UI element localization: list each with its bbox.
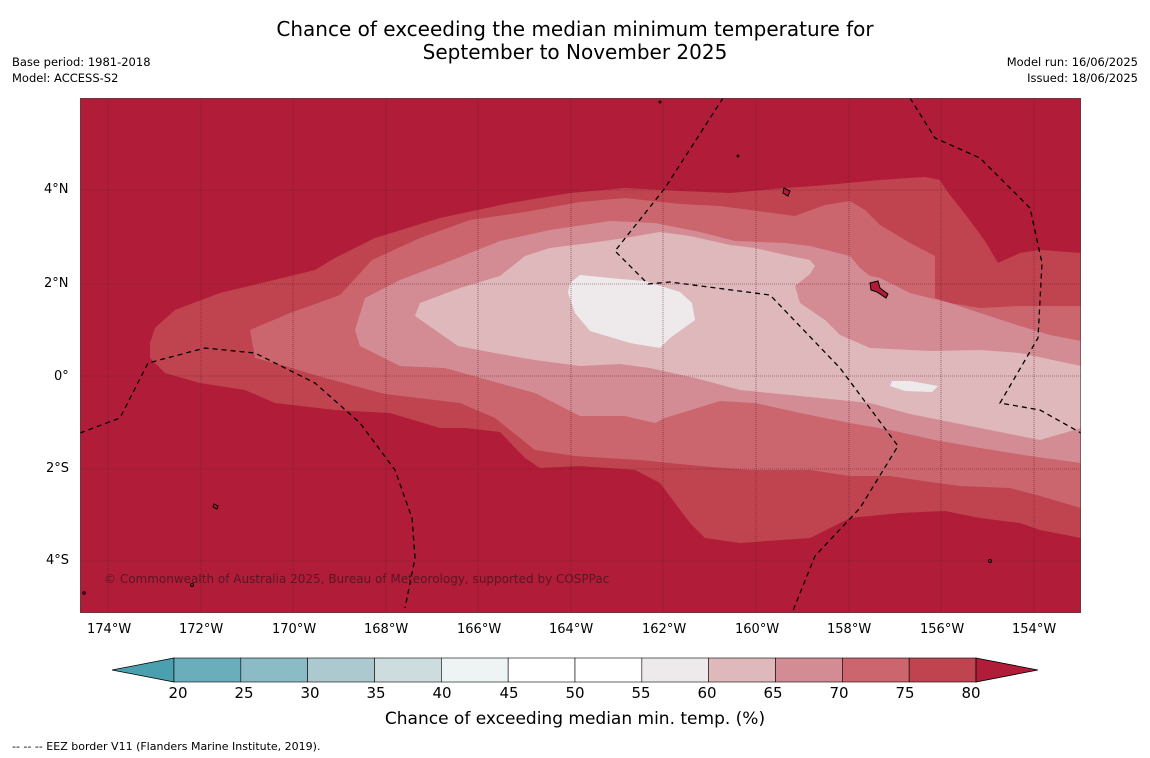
- lon-tick: 170°W: [272, 622, 317, 637]
- lat-tick: 4°S: [46, 553, 70, 568]
- island-small-1: [190, 583, 194, 587]
- issued-date: Issued: 18/06/2025: [1027, 71, 1138, 85]
- colorbar-label: 45: [499, 684, 519, 702]
- colorbar-title: Chance of exceeding median min. temp. (%…: [384, 709, 766, 729]
- colorbar-arrow-low: [112, 657, 175, 683]
- colorbar-label: 40: [432, 684, 452, 702]
- model-name: Model: ACCESS-S2: [12, 71, 119, 85]
- copyright-notice: © Commonwealth of Australia 2025, Bureau…: [104, 572, 609, 586]
- colorbar-segment: [441, 657, 509, 683]
- footnote: -- -- -- EEZ border V11 (Flanders Marine…: [12, 740, 321, 753]
- band-55-60: [568, 275, 695, 348]
- lon-tick: 164°W: [549, 622, 594, 637]
- island-small-2: [988, 559, 992, 563]
- colorbar-label: 55: [631, 684, 651, 702]
- colorbar-label: 60: [697, 684, 717, 702]
- lon-tick: 174°W: [87, 622, 132, 637]
- colorbar-label: 50: [565, 684, 585, 702]
- lon-tick: 162°W: [642, 622, 687, 637]
- colorbar-segment: [574, 657, 643, 683]
- grid-lines: [80, 98, 1081, 613]
- lon-tick: 168°W: [364, 622, 409, 637]
- colorbar-segment: [307, 657, 375, 683]
- island-small-4: [658, 100, 662, 104]
- colorbar-segment: [374, 657, 442, 683]
- colorbar-segment: [908, 657, 977, 683]
- colorbar-label: 20: [168, 684, 188, 702]
- map-title: Chance of exceeding the median minimum t…: [0, 18, 1150, 64]
- colorbar-segment: [173, 657, 242, 683]
- lon-tick: 172°W: [179, 622, 224, 637]
- islands: [82, 100, 992, 595]
- colorbar-segment: [240, 657, 308, 683]
- meta-left: Base period: 1981-2018 Model: ACCESS-S2: [12, 54, 151, 86]
- colorbar: [112, 657, 1038, 683]
- lon-tick: 154°W: [1012, 622, 1057, 637]
- lon-tick: 158°W: [827, 622, 872, 637]
- colorbar-segment: [708, 657, 776, 683]
- colorbar-label: 25: [234, 684, 254, 702]
- colorbar-label: 70: [829, 684, 849, 702]
- colorbar-arrow-high: [975, 657, 1038, 683]
- island-palmyra: [869, 280, 889, 299]
- lon-tick: 166°W: [457, 622, 502, 637]
- island-small-3: [736, 154, 740, 158]
- island-howland-baker: [782, 187, 791, 197]
- lat-tick: 2°S: [46, 461, 70, 476]
- colorbar-label: 75: [895, 684, 915, 702]
- lon-tick: 156°W: [920, 622, 965, 637]
- lat-tick: 0°: [54, 369, 69, 384]
- probability-map: © Commonwealth of Australia 2025, Bureau…: [80, 98, 1081, 613]
- lat-tick: 4°N: [44, 182, 69, 197]
- island-small-5: [82, 591, 86, 595]
- base-period: Base period: 1981-2018: [12, 55, 151, 69]
- colorbar-segment: [507, 657, 576, 683]
- meta-right: Model run: 16/06/2025 Issued: 18/06/2025: [1007, 54, 1138, 86]
- colorbar-label: 35: [366, 684, 386, 702]
- title-line-2: September to November 2025: [422, 40, 728, 64]
- colorbar-label: 30: [300, 684, 320, 702]
- colorbar-label: 80: [961, 684, 981, 702]
- eez-border: [80, 98, 1081, 613]
- colorbar-segment: [842, 657, 910, 683]
- colorbar-segment: [775, 657, 843, 683]
- title-line-1: Chance of exceeding the median minimum t…: [276, 17, 874, 41]
- island-jarvis: [212, 503, 219, 510]
- colorbar-label: 65: [763, 684, 783, 702]
- lon-tick: 160°W: [735, 622, 780, 637]
- model-run: Model run: 16/06/2025: [1006, 55, 1138, 69]
- colorbar-segment: [641, 657, 709, 683]
- band-55-60-east: [890, 381, 938, 392]
- lat-tick: 2°N: [44, 276, 69, 291]
